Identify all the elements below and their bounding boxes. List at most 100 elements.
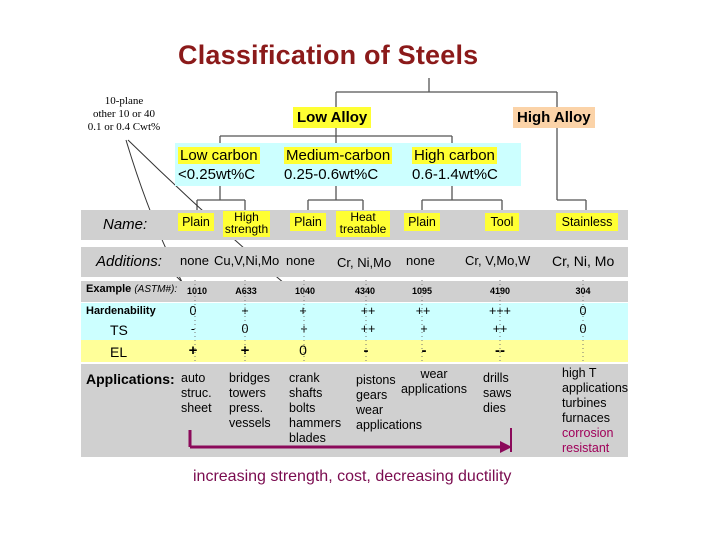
applications-row-band <box>81 364 628 457</box>
example-sub-label: (ASTM#): <box>134 284 178 295</box>
el-stainless: ++ <box>574 342 592 359</box>
example-high-strength: A633 <box>235 286 257 296</box>
note-line-3: 0.1 or 0.4 Cwt% <box>87 121 161 133</box>
high-carbon-range: 0.6-1.4wt%C <box>412 166 498 183</box>
app-line: gears <box>356 388 388 402</box>
hardenability-row-label: Hardenability <box>86 305 156 317</box>
app-line: blades <box>289 431 326 445</box>
additions-tool: Cr, V,Mo,W <box>465 253 531 268</box>
high-alloy-box: High Alloy <box>513 107 595 128</box>
note-line-1: 10-plane <box>104 95 144 107</box>
additions-plain-high: none <box>406 253 435 268</box>
app-line: furnaces <box>562 411 610 425</box>
example-plain-low: 1010 <box>186 286 208 296</box>
additions-plain-low: none <box>180 253 209 268</box>
hardenability-row-band <box>81 303 628 320</box>
app-line: shafts <box>289 386 323 400</box>
additions-high-strength: Cu,V,Ni,Mo <box>214 253 280 268</box>
el-row-band <box>81 340 628 362</box>
applications-plain-high: wear applications <box>398 367 470 397</box>
example-row-label: Example (ASTM#): <box>86 283 177 295</box>
app-line: pistons <box>356 373 396 387</box>
example-label: Example <box>86 283 132 295</box>
applications-tool: drills saws dies <box>483 371 511 416</box>
ts-plain-low: - <box>190 322 196 336</box>
app-line: turbines <box>562 396 607 410</box>
low-carbon-group: Low carbon <0.25wt%C <box>178 147 260 183</box>
app-line: struc. <box>181 386 212 400</box>
app-line: sheet <box>181 401 212 415</box>
medium-carbon-label: Medium-carbon <box>284 147 393 164</box>
app-line: bolts <box>289 401 316 415</box>
app-line: saws <box>483 386 512 400</box>
app-line: crank <box>289 371 320 385</box>
app-line: applications <box>400 382 467 396</box>
hardenability-plain-low: 0 <box>189 304 197 318</box>
name-stainless: Stainless <box>556 213 618 231</box>
hardenability-high-strength: + <box>241 304 249 318</box>
app-line: wear <box>420 367 448 381</box>
example-tool: 4190 <box>489 286 511 296</box>
name-plain-low: Plain <box>178 213 214 231</box>
page-title: Classification of Steels <box>178 40 479 70</box>
name-high-strength: High strength <box>223 210 270 237</box>
additions-stainless: Cr, Ni, Mo <box>552 253 615 269</box>
applications-plain-medium: crank shafts bolts hammers blades <box>289 371 341 446</box>
applications-high-strength: bridges towers press. vessels <box>229 371 271 431</box>
hardenability-plain-medium: + <box>299 304 307 318</box>
app-line: dies <box>483 401 506 415</box>
example-row-band <box>81 281 628 302</box>
medium-carbon-group: Medium-carbon 0.25-0.6wt%C <box>284 147 393 183</box>
high-carbon-group: High carbon 0.6-1.4wt%C <box>412 147 498 183</box>
ts-row-band <box>81 320 628 340</box>
app-line: applications <box>356 418 423 432</box>
app-line: towers <box>229 386 266 400</box>
name-plain-medium: Plain <box>290 213 326 231</box>
example-stainless: 304 <box>575 286 591 296</box>
additions-row-band <box>81 247 628 277</box>
el-plain-medium: 0 <box>299 342 307 358</box>
name-heat-treatable: Heat treatable <box>336 211 390 237</box>
ts-plain-high: + <box>420 322 428 336</box>
handwritten-note: 10-plane other 10 or 40 0.1 or 0.4 Cwt% <box>84 95 164 134</box>
example-heat-treatable: 4340 <box>354 286 376 296</box>
applications-plain-low: auto struc. sheet <box>181 371 212 416</box>
additions-heat-treatable: Cr, Ni,Mo <box>337 255 392 270</box>
hardenability-heat-treatable: ++ <box>360 304 376 318</box>
app-line: auto <box>181 371 206 385</box>
el-tool: -- <box>495 342 505 359</box>
el-high-strength: + <box>240 342 250 359</box>
app-line: applications <box>562 381 629 395</box>
hardenability-stainless: 0 <box>579 304 587 318</box>
app-line: vessels <box>229 416 271 430</box>
hardenability-plain-high: ++ <box>415 304 431 318</box>
app-line: resistant <box>562 441 610 455</box>
app-line: corrosion <box>562 426 614 440</box>
el-plain-low: + <box>188 342 198 359</box>
name-row-label: Name: <box>103 216 148 233</box>
app-line: bridges <box>229 371 270 385</box>
app-line: hammers <box>289 416 342 430</box>
example-plain-medium: 1040 <box>294 286 316 296</box>
low-carbon-range: <0.25wt%C <box>178 166 256 183</box>
medium-carbon-range: 0.25-0.6wt%C <box>284 166 379 183</box>
app-line: drills <box>483 371 509 385</box>
low-carbon-label: Low carbon <box>178 147 260 164</box>
low-alloy-box: Low Alloy <box>293 107 372 128</box>
footer-caption: increasing strength, cost, decreasing du… <box>193 468 512 485</box>
app-line: high T <box>562 366 597 380</box>
el-heat-treatable: - <box>363 342 369 359</box>
name-tool: Tool <box>485 213 519 231</box>
app-line: press. <box>229 401 264 415</box>
high-carbon-label: High carbon <box>412 147 497 164</box>
example-plain-high: 1095 <box>411 286 433 296</box>
name-plain-high: Plain <box>404 213 440 231</box>
ts-row-label: TS <box>110 322 128 338</box>
applications-heat-treatable: pistons gears wear applications <box>356 373 422 433</box>
applications-row-label: Applications: <box>86 371 175 387</box>
el-row-label: EL <box>110 344 128 360</box>
el-plain-high: - <box>421 342 427 359</box>
note-line-2: other 10 or 40 <box>92 108 155 120</box>
